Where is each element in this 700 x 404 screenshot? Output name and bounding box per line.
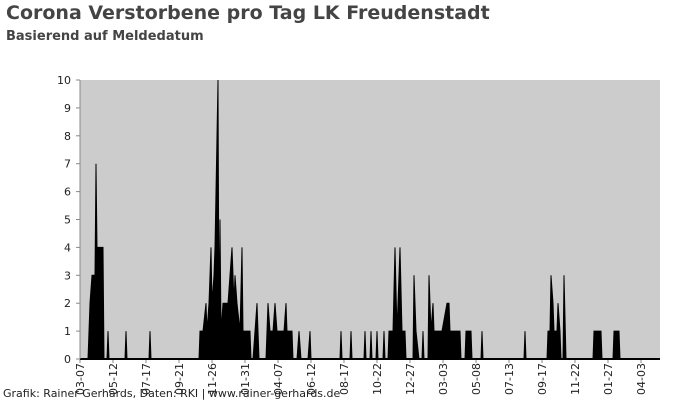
y-tick-label: 6 [64,186,71,199]
y-tick-label: 4 [64,241,71,254]
x-tick-label: 01-27 [602,363,615,395]
x-tick-label: 12-27 [404,363,417,395]
y-tick-label: 5 [64,214,71,227]
x-tick-label: 09-17 [536,363,549,395]
y-tick-label: 9 [64,102,71,115]
y-tick-label: 3 [64,269,71,282]
x-tick-label: 11-26 [206,363,219,395]
x-tick-label: 01-31 [239,363,252,395]
y-tick-label: 10 [57,74,71,87]
x-tick-label: 05-12 [107,363,120,395]
y-tick-label: 1 [64,325,71,338]
x-tick-label: 09-21 [173,363,186,395]
y-tick-label: 8 [64,130,71,143]
plot-background [80,80,660,359]
chart-title: Corona Verstorbene pro Tag LK Freudensta… [6,2,490,24]
y-tick-label: 0 [64,353,71,366]
x-tick-label: 07-13 [503,363,516,395]
x-tick-label: 06-12 [305,363,318,395]
chart-subtitle: Basierend auf Meldedatum [6,29,204,44]
x-tick-label: 05-08 [470,363,483,395]
y-tick-label: 7 [64,158,71,171]
x-tick-label: 04-03 [635,363,648,395]
x-tick-label: 03-03 [437,363,450,395]
source: Grafik: Rainer Gerhards, Daten: RKI | ww… [3,387,341,400]
x-tick-label: 11-22 [569,363,582,395]
x-tick-label: 08-17 [338,363,351,395]
y-tick-label: 2 [64,297,71,310]
x-tick-label: 03-07 [74,363,87,395]
x-tick-label: 04-07 [272,363,285,395]
x-tick-label: 07-17 [140,363,153,395]
x-tick-label: 10-22 [371,363,384,395]
